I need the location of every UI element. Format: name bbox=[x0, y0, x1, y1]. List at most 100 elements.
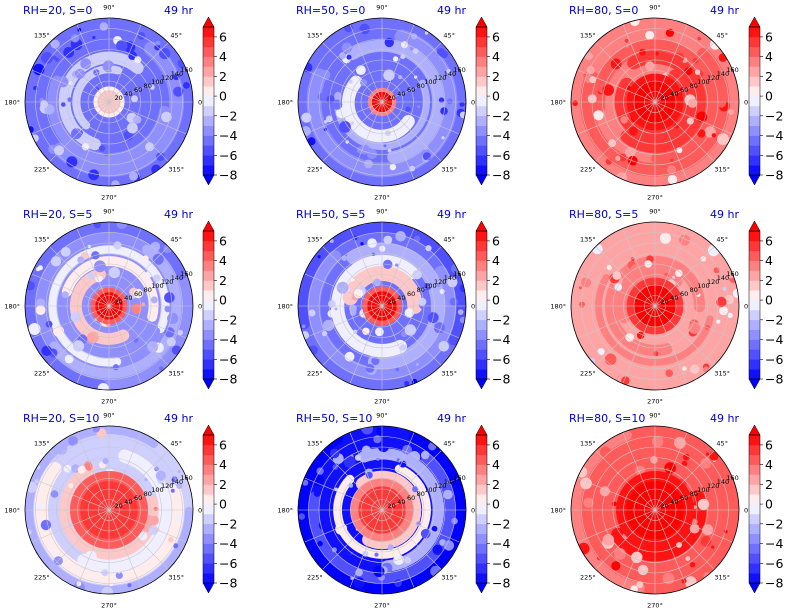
radial-tick-label: 160 bbox=[453, 474, 465, 482]
colorbar-tick-label: −4 bbox=[765, 128, 783, 143]
panel-title: RH=50, S=10 bbox=[296, 412, 372, 425]
speckle bbox=[359, 144, 370, 155]
radial-tick-label: 80 bbox=[690, 82, 698, 90]
colorbar-segment bbox=[203, 533, 214, 544]
radial-tick-label: 20 bbox=[115, 298, 123, 306]
speckle bbox=[630, 257, 635, 262]
angle-label: 90° bbox=[649, 412, 661, 420]
colorbar-segment bbox=[476, 125, 487, 136]
speckle bbox=[115, 571, 123, 580]
radial-tick-label: 140 bbox=[717, 478, 729, 486]
speckle bbox=[111, 180, 120, 186]
radial-tick-label: 160 bbox=[180, 270, 192, 278]
speckle bbox=[35, 305, 46, 315]
colorbar-segment bbox=[476, 504, 487, 515]
speckle bbox=[154, 44, 161, 51]
grid-spoke bbox=[322, 450, 383, 511]
colorbar-segment bbox=[476, 86, 487, 97]
colorbar-tick-label: −8 bbox=[765, 576, 783, 591]
colorbar-segment bbox=[203, 115, 214, 126]
colorbar-tick-label: −6 bbox=[765, 556, 783, 571]
speckle bbox=[715, 97, 727, 108]
colorbar-extend-max bbox=[475, 220, 488, 232]
colorbar-segment bbox=[749, 444, 760, 456]
colorbar-segment bbox=[749, 115, 760, 126]
speckle bbox=[55, 443, 68, 455]
speckle bbox=[727, 108, 735, 115]
colorbar-extend-max bbox=[475, 16, 488, 28]
angle-label: 315° bbox=[441, 166, 457, 174]
grid-spoke bbox=[577, 305, 656, 339]
grid-spoke bbox=[381, 24, 415, 103]
colorbar-extend-min bbox=[475, 582, 488, 594]
colorbar-segment bbox=[749, 573, 760, 584]
colorbar-segment bbox=[749, 260, 760, 271]
speckle bbox=[459, 101, 465, 107]
colorbar-segment bbox=[749, 454, 760, 465]
grid-spoke bbox=[76, 228, 110, 307]
grid-spoke bbox=[76, 24, 110, 103]
speckle bbox=[317, 255, 321, 259]
speckle bbox=[134, 56, 142, 64]
speckle bbox=[155, 470, 166, 481]
speckle bbox=[689, 562, 696, 568]
radial-tick-label: 40 bbox=[670, 90, 678, 98]
colorbar-segment bbox=[476, 240, 487, 252]
speckle bbox=[129, 171, 138, 181]
speckle bbox=[128, 51, 137, 60]
grid-spoke bbox=[349, 305, 383, 384]
colorbar-extend-min bbox=[202, 582, 215, 594]
grid-spoke bbox=[381, 101, 442, 162]
colorbar-frame bbox=[748, 434, 761, 584]
speckle bbox=[339, 242, 352, 254]
grid-spoke bbox=[49, 101, 110, 162]
grid-spoke bbox=[381, 246, 442, 307]
speckle bbox=[33, 63, 45, 76]
colorbar-tick-label: −8 bbox=[492, 168, 510, 183]
colorbar-segment bbox=[203, 145, 214, 156]
grid-spoke bbox=[654, 509, 733, 543]
grid-spoke bbox=[49, 509, 110, 570]
spiral-band bbox=[298, 222, 466, 346]
speckle bbox=[724, 294, 734, 305]
speckle bbox=[356, 65, 366, 75]
speckle bbox=[316, 467, 324, 475]
colorbar-segment bbox=[476, 300, 487, 311]
speckle bbox=[113, 585, 119, 591]
radial-tick-label: 140 bbox=[717, 274, 729, 282]
colorbar-segment bbox=[749, 309, 760, 321]
speckle bbox=[395, 231, 406, 242]
speckle bbox=[332, 433, 344, 445]
speckle bbox=[620, 116, 628, 124]
grid-spoke bbox=[381, 305, 415, 384]
angle-label: 315° bbox=[714, 574, 730, 582]
radial-tick-label: 40 bbox=[670, 294, 678, 302]
grid-spoke bbox=[108, 509, 169, 570]
speckle bbox=[344, 351, 355, 362]
speckle bbox=[604, 353, 617, 366]
angle-label: 45° bbox=[443, 439, 455, 447]
colorbar-tick-label: −6 bbox=[765, 352, 783, 367]
radial-tick-label: 20 bbox=[388, 502, 396, 510]
angle-label: 0° bbox=[198, 99, 205, 107]
speckle bbox=[166, 337, 176, 347]
speckle bbox=[716, 319, 721, 324]
speckle bbox=[432, 544, 443, 556]
polar-frame bbox=[24, 221, 194, 391]
angle-label: 135° bbox=[580, 31, 596, 39]
grid-spoke bbox=[322, 509, 383, 570]
speckle bbox=[579, 301, 585, 308]
speckle bbox=[682, 366, 687, 371]
angle-label: 135° bbox=[307, 235, 323, 243]
speckle bbox=[637, 331, 645, 340]
grid-spoke bbox=[595, 509, 656, 570]
speckle bbox=[703, 366, 710, 373]
colorbar-tick-label: −4 bbox=[219, 332, 237, 347]
speckle bbox=[41, 52, 53, 64]
speckle bbox=[74, 68, 86, 79]
colorbar-segment bbox=[476, 36, 487, 48]
grid-spoke bbox=[349, 509, 383, 588]
speckle bbox=[438, 97, 445, 103]
speckle bbox=[415, 362, 419, 366]
